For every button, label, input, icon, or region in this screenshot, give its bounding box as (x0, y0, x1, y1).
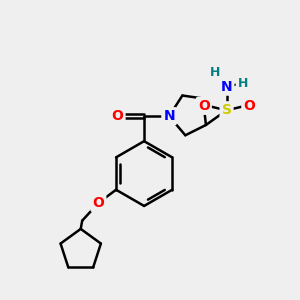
Text: O: O (92, 196, 104, 210)
Text: H: H (238, 77, 248, 90)
Text: N: N (221, 80, 232, 94)
Text: S: S (222, 103, 232, 117)
Text: H: H (210, 66, 220, 79)
Text: O: O (112, 109, 124, 123)
Text: N: N (163, 109, 175, 123)
Text: O: O (198, 99, 210, 113)
Text: O: O (243, 99, 255, 113)
